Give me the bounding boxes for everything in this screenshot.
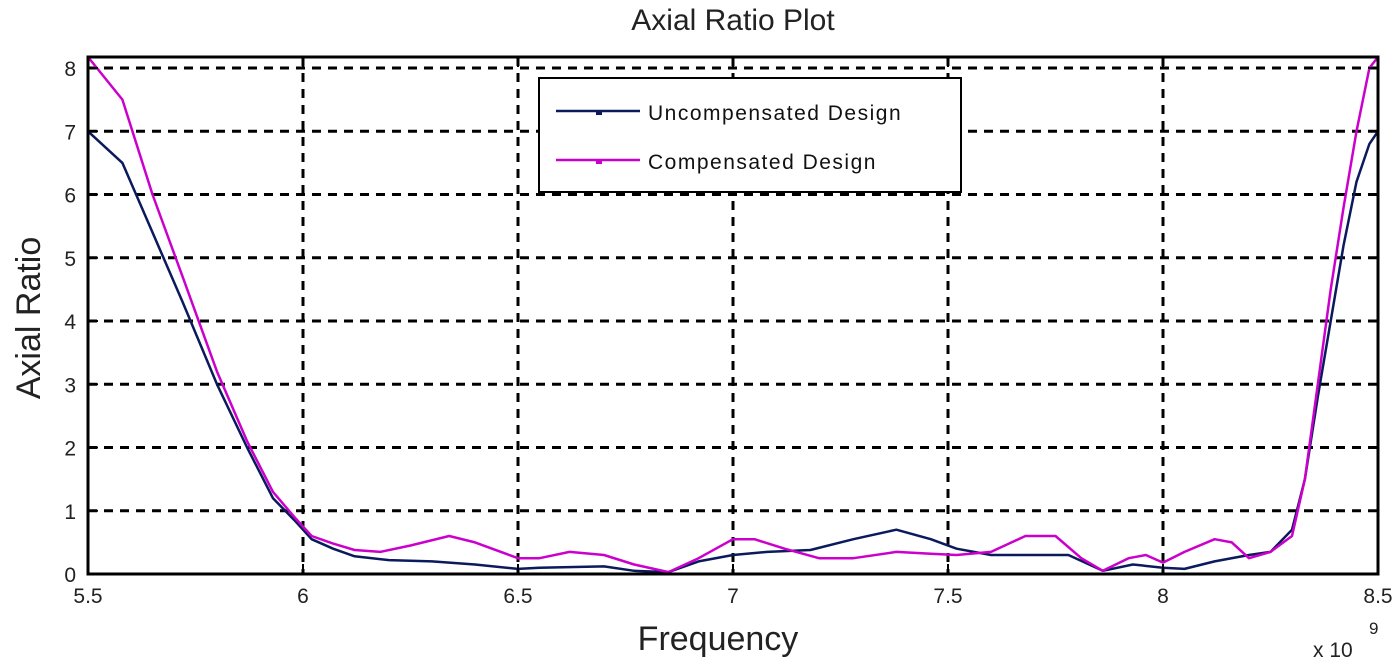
x-tick-label: 7.5 — [933, 585, 962, 608]
x-exponent-label: x 10 — [1313, 639, 1353, 662]
x-tick-label: 6 — [297, 585, 309, 608]
x-tick-label: 8 — [1157, 585, 1169, 608]
x-tick-label: 8.5 — [1363, 585, 1392, 608]
y-tick-label: 5 — [64, 248, 76, 271]
x-exponent-power: 9 — [1369, 619, 1378, 638]
x-tick-label: 5.5 — [73, 585, 102, 608]
series-line-uncompensated — [87, 130, 1380, 574]
legend-label-uncompensated: Uncompensated Design — [648, 102, 902, 125]
legend-marker-compensated — [596, 159, 602, 164]
axis-ticks: 5.5 6 6.5 7 7.5 8 8.5 0 1 2 3 4 5 6 7 8 — [64, 57, 1393, 608]
legend-label-compensated: Compensated Design — [648, 151, 877, 174]
y-tick-label: 7 — [64, 121, 76, 144]
legend-marker-uncompensated — [596, 110, 602, 115]
data-series — [87, 56, 1380, 574]
y-tick-label: 3 — [64, 374, 76, 397]
legend: Uncompensated Design Compensated Design — [538, 77, 962, 193]
chart-title: Axial Ratio Plot — [631, 4, 835, 37]
y-axis-label: Axial Ratio — [10, 237, 48, 400]
x-tick-label: 6.5 — [503, 585, 532, 608]
y-tick-label: 8 — [64, 58, 76, 81]
y-tick-label: 2 — [64, 438, 76, 461]
y-tick-label: 0 — [64, 564, 76, 587]
legend-item-compensated: Compensated Design — [556, 151, 877, 174]
legend-box — [538, 77, 962, 193]
legend-item-uncompensated: Uncompensated Design — [556, 102, 902, 125]
x-tick-label: 7 — [727, 585, 739, 608]
y-tick-label: 6 — [64, 185, 76, 208]
x-axis-label: Frequency — [638, 620, 799, 658]
series-line-compensated — [87, 56, 1379, 574]
y-tick-label: 1 — [64, 501, 76, 524]
y-tick-label: 4 — [64, 311, 76, 334]
